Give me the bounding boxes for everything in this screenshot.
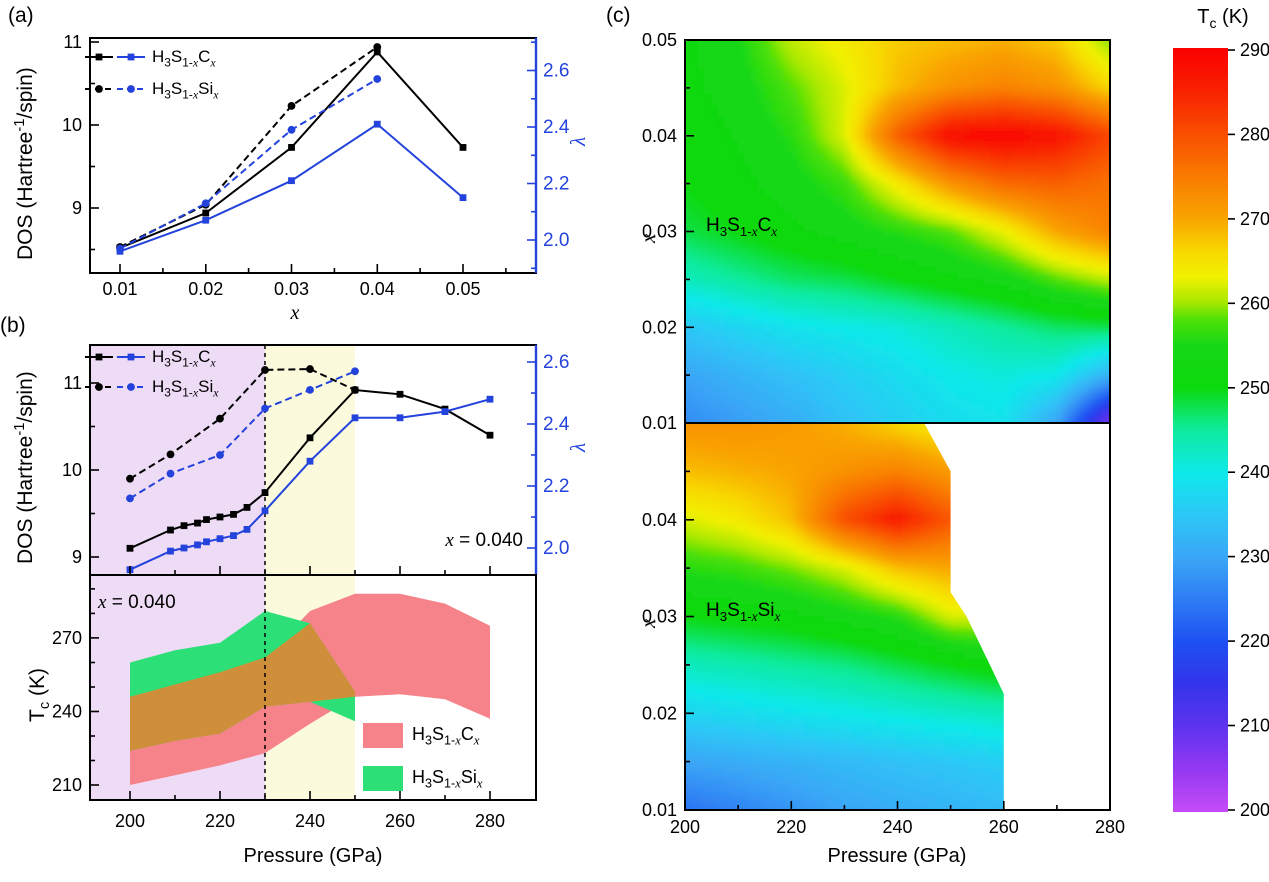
panel-c-top-x-axis-label: x xyxy=(636,233,660,243)
panel-a-x-axis-label: x xyxy=(290,302,300,324)
panel-a-dos-axis-label: DOS (Hartree-1/spin) xyxy=(12,67,37,260)
panel-b-tc-axis-label: Tc (K) xyxy=(26,668,54,722)
tc-legend-red-swatch xyxy=(363,723,403,748)
panel-c-bottom-formula: H3S1-xSix xyxy=(706,600,781,624)
panel-b-dos-axis-label: DOS (Hartree-1/spin) xyxy=(12,371,37,564)
panel-b-legend-label-c: H3S1-xCx xyxy=(152,347,216,370)
colorbar-title: Tc (K) xyxy=(1197,6,1249,31)
panel-b-letter: (b) xyxy=(0,314,26,337)
panel-a-letter: (a) xyxy=(8,4,34,27)
panel-a-legend-label-si: H3S1-xSix xyxy=(152,79,219,102)
panel-b-legend-label-si: H3S1-xSix xyxy=(152,377,219,400)
tc-legend-green-swatch xyxy=(363,766,403,791)
panel-a-legend-label-c: H3S1-xCx xyxy=(152,47,216,70)
panel-c-top-formula: H3S1-xCx xyxy=(706,215,778,239)
panel-b-tc-annotation-x040: x = 0.040 xyxy=(98,592,176,613)
panel-b-annotation-x040: x = 0.040 xyxy=(445,530,523,551)
panel-a-lambda-axis-label: λ xyxy=(566,136,590,146)
panel-b-lambda-axis-label: λ xyxy=(566,442,590,452)
panel-c-bottom-x-axis-label: x xyxy=(636,618,660,628)
panel-c-letter: (c) xyxy=(606,4,631,27)
tc-legend-label-si: H3S1-xSix xyxy=(412,767,483,791)
panel-b-pressure-axis-label: Pressure (GPa) xyxy=(243,845,383,867)
tc-legend-label-c: H3S1-xCx xyxy=(412,724,480,748)
panel-c-pressure-axis-label: Pressure (GPa) xyxy=(827,845,967,867)
